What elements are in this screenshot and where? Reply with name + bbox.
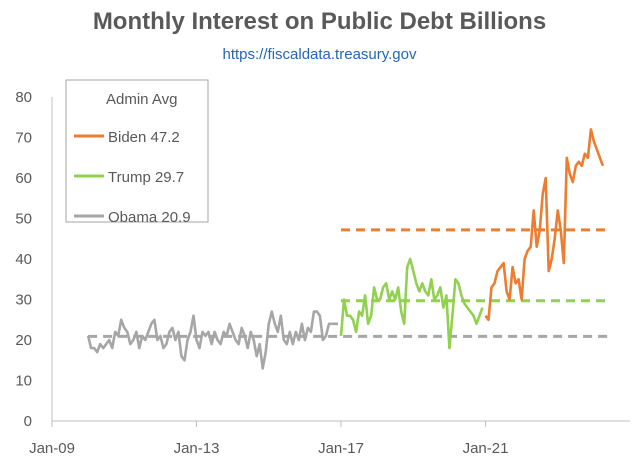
y-tick-label: 60 xyxy=(15,170,32,187)
y-tick-label: 50 xyxy=(15,211,32,228)
chart-subtitle: https://fiscaldata.treasury.gov xyxy=(222,46,417,63)
y-tick-label: 0 xyxy=(24,413,32,430)
y-tick-label: 70 xyxy=(15,130,32,147)
y-tick-label: 10 xyxy=(15,373,32,390)
y-tick-label: 40 xyxy=(15,251,32,268)
legend-title: Admin Avg xyxy=(106,91,177,108)
series-line xyxy=(86,310,338,370)
x-tick-label: Jan-17 xyxy=(318,440,364,457)
x-tick-label: Jan-21 xyxy=(463,440,509,457)
y-tick-label: 80 xyxy=(15,89,32,106)
x-tick-label: Jan-13 xyxy=(174,440,220,457)
legend-box xyxy=(65,79,209,223)
legend-label: Trump 29.7 xyxy=(108,169,184,186)
chart-title: Monthly Interest on Public Debt Billions xyxy=(92,8,547,35)
series-line xyxy=(339,257,484,350)
series-line xyxy=(484,128,605,322)
y-tick-label: 20 xyxy=(15,332,32,349)
legend-label: Biden 47.2 xyxy=(108,129,180,146)
legend-label: Obama 20.9 xyxy=(108,209,191,226)
y-tick-label: 30 xyxy=(15,292,32,309)
x-tick-label: Jan-09 xyxy=(29,440,75,457)
